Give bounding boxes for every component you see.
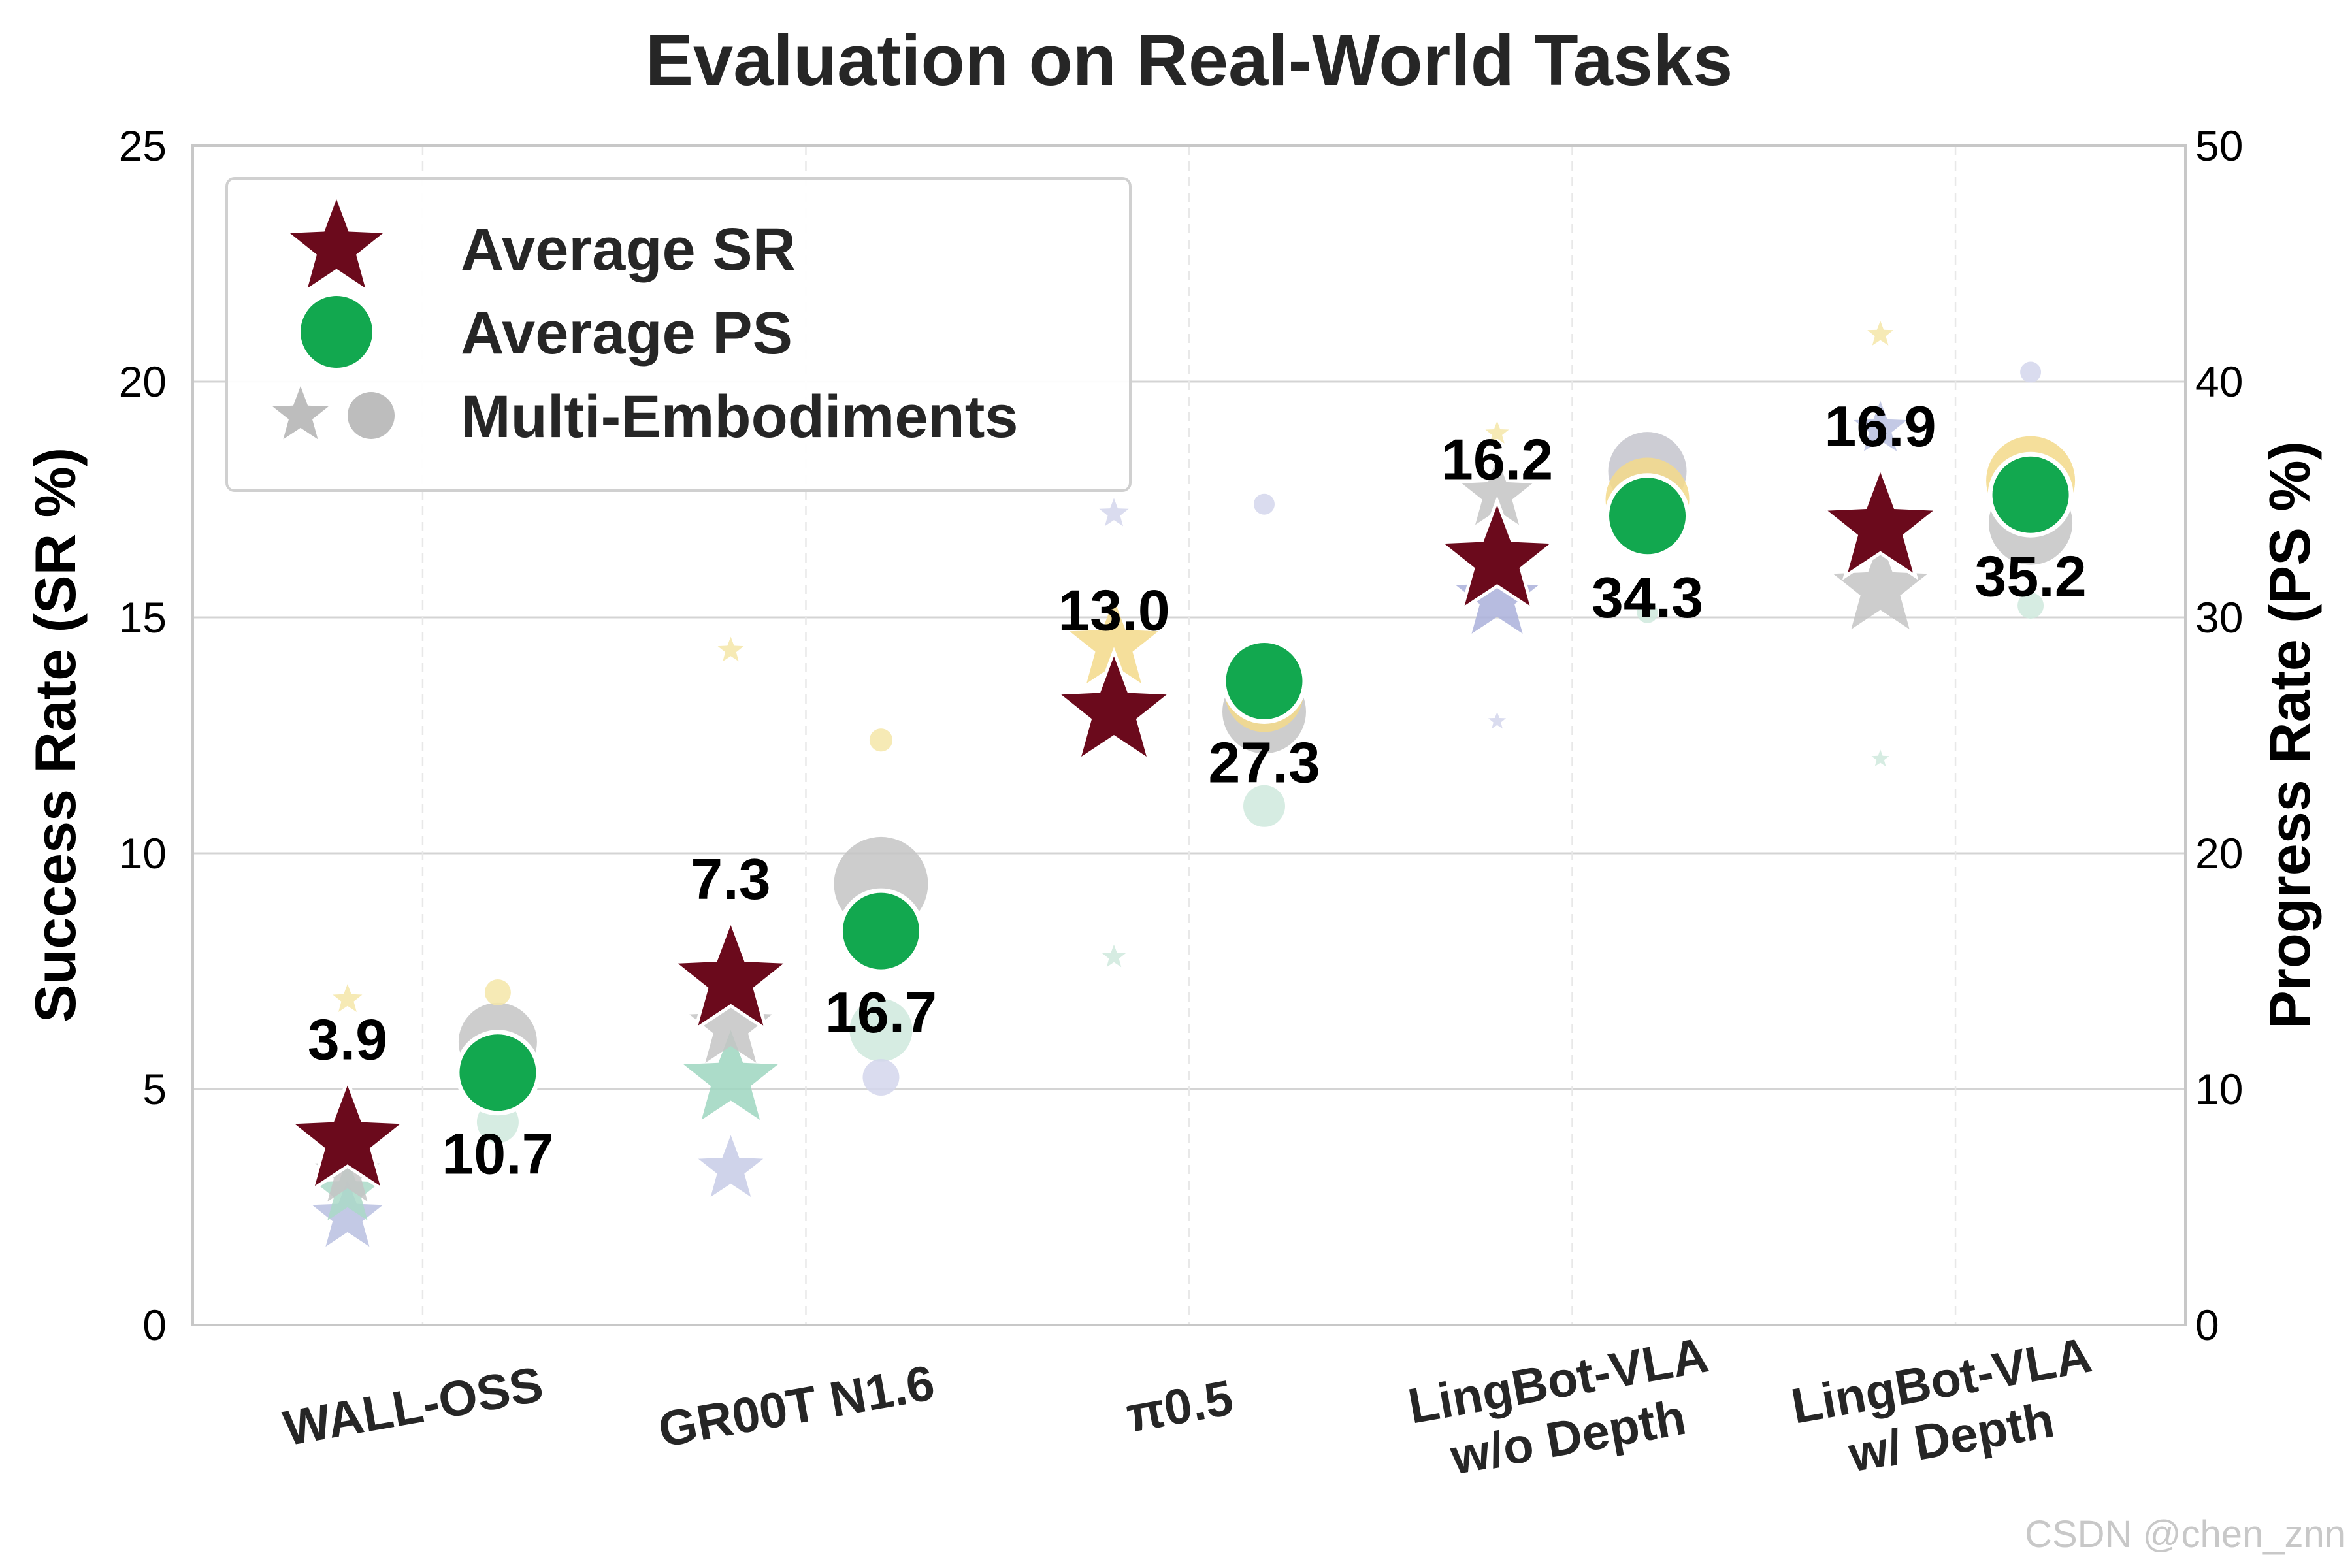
star-and-circle-icon [272,386,395,440]
legend: Average SR Average PS Multi-Embodiments [225,177,1132,492]
y-axis-left-label: Success Rate (SR %) [23,448,88,1022]
average-ps-value-label: 35.2 [1974,544,2086,608]
multi-embodiment-sr-point [698,1135,764,1197]
star-icon [289,199,384,288]
legend-grey-circle-icon [348,392,395,439]
average-ps-point [1987,451,2074,538]
average-ps-value-label: 34.3 [1592,565,1703,630]
y-tick-left-label: 15 [119,593,167,642]
x-tick-label: WALL-OSS [280,1356,547,1456]
chart-title: Evaluation on Real-World Tasks [645,20,1733,101]
average-ps-value-label: 27.3 [1208,730,1320,794]
multi-embodiment-ps-point [2017,592,2044,619]
average-sr-point [286,1076,410,1194]
multi-embodiment-sr-point [683,1030,778,1120]
y-tick-right-label: 20 [2195,829,2243,877]
multi-embodiment-sr-point [1871,749,1889,767]
multi-embodiment-sr-point [1102,944,1126,968]
multi-embodiment-sr-point [315,1158,380,1221]
average-sr-point [1052,647,1176,764]
multi-embodiment-sr-point [315,1139,380,1202]
multi-embodiment-sr-point [1833,539,1928,630]
multi-embodiment-ps-point [484,979,511,1005]
legend-label: Multi-Embodiments [461,384,1019,450]
multi-embodiment-sr-point [1854,400,1907,451]
legend-label: Average SR [461,216,796,283]
x-tick-label: π0.5 [1122,1370,1237,1443]
average-ps-point [1221,638,1307,724]
y-tick-left-label: 25 [119,122,167,170]
multi-embodiment-ps-point [1637,602,1658,623]
y-tick-right-label: 0 [2195,1301,2219,1349]
y-tick-left-label: 20 [119,357,167,406]
y-tick-right-label: 50 [2195,122,2243,170]
y-tick-right-label: 40 [2195,357,2243,406]
average-sr-value-label: 3.9 [308,1007,387,1071]
multi-embodiment-ps-point [1243,785,1285,827]
multi-embodiment-sr-point [1485,421,1509,444]
average-ps-value-label: 16.7 [825,980,937,1045]
average-sr-point [669,915,792,1034]
x-tick-label-line: π0.5 [1122,1370,1237,1443]
average-ps-value-label: 10.7 [442,1122,553,1186]
multi-embodiment-ps-point [849,998,913,1062]
average-sr-value-label: 7.3 [691,847,770,911]
multi-embodiment-sr-point [689,984,772,1063]
multi-embodiment-sr-point [1488,711,1507,729]
average-sr-value-label: 16.9 [1824,394,1936,459]
multi-embodiment-sr-point [1070,599,1158,683]
plot-frame [191,144,2187,1326]
multi-embodiment-sr-point [1867,320,1893,346]
multi-embodiment-ps-point [869,728,893,752]
average-sr-value-label: 16.2 [1441,427,1553,491]
average-sr-point [1435,496,1559,613]
y-tick-left-label: 10 [119,829,167,877]
average-ps-point [1605,473,1691,559]
x-tick-label: LingBot-VLAw/o Depth [1404,1327,1722,1491]
watermark: CSDN @chen_znn [2025,1513,2345,1556]
multi-embodiment-sr-point [333,984,363,1012]
legend-box [225,177,1132,492]
average-ps-point [455,1030,541,1116]
multi-embodiment-sr-point [717,636,744,662]
average-sr-value-label: 13.0 [1058,578,1169,642]
multi-embodiment-sr-point [1099,498,1129,527]
y-tick-left-label: 5 [142,1065,167,1113]
legend-label: Average PS [461,300,792,367]
y-tick-right-label: 10 [2195,1065,2243,1113]
average-sr-point [1818,463,1942,580]
legend-grey-star-icon [272,386,329,440]
x-tick-label-line: WALL-OSS [280,1356,547,1456]
x-tick-label-line: GR00T N1.6 [655,1355,939,1458]
multi-embodiment-sr-point [1456,555,1539,634]
multi-embodiment-sr-point [312,1179,384,1247]
multi-embodiment-sr-point [1462,457,1533,525]
y-tick-left-label: 0 [142,1301,167,1349]
average-ps-point [838,888,924,974]
multi-embodiment-ps-point [1254,493,1275,515]
x-tick-label: GR00T N1.6 [655,1355,939,1458]
y-tick-right-label: 30 [2195,593,2243,642]
x-tick-label: LingBot-VLAw/ Depth [1788,1327,2106,1491]
circle-icon [301,296,372,368]
multi-embodiment-ps-point [2020,361,2042,383]
y-axis-right-label: Progress Rate (PS %) [2257,441,2322,1029]
multi-embodiment-ps-point [862,1058,900,1096]
